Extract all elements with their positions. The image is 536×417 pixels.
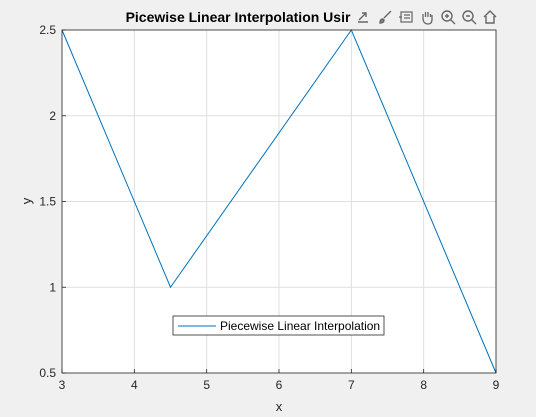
x-ticks: 3 4 5 6 7 8 9 (59, 369, 500, 392)
series-layer (61, 28, 497, 374)
x-axis-label: x (276, 399, 283, 414)
home-icon[interactable] (481, 8, 499, 26)
x-tick-label: 9 (493, 378, 500, 392)
legend-box (172, 315, 385, 336)
zoom-out-icon[interactable] (460, 8, 478, 26)
legend-entry-label: Piecewise Linear Interpolation (220, 319, 380, 333)
x-tick-label: 8 (420, 378, 427, 392)
y-tick-label: 2.5 (39, 23, 56, 37)
axes[interactable]: 3 4 5 6 7 8 9 0.5 1 1.5 2 2.5 (39, 23, 499, 392)
x-tick-label: 4 (131, 378, 138, 392)
legend[interactable]: Piecewise Linear Interpolation (172, 315, 385, 336)
brush-icon[interactable] (376, 8, 394, 26)
series-line (61, 28, 497, 374)
chart-title: Picewise Linear Interpolation Usir (126, 9, 351, 25)
x-tick-label: 6 (276, 378, 283, 392)
y-tick-label: 0.5 (39, 366, 56, 380)
pan-icon[interactable] (418, 8, 436, 26)
datatip-icon[interactable] (397, 8, 415, 26)
y-tick-label: 2 (49, 109, 56, 123)
y-tick-label: 1.5 (39, 195, 56, 209)
x-tick-label: 7 (348, 378, 355, 392)
y-ticks: 0.5 1 1.5 2 2.5 (39, 23, 66, 380)
x-tick-label: 5 (203, 378, 210, 392)
y-axis-label: y (19, 197, 34, 204)
y-tick-label: 1 (49, 280, 56, 294)
zoom-in-icon[interactable] (439, 8, 457, 26)
export-icon[interactable] (355, 8, 373, 26)
axes-toolbar (355, 7, 499, 27)
x-tick-label: 3 (59, 378, 66, 392)
